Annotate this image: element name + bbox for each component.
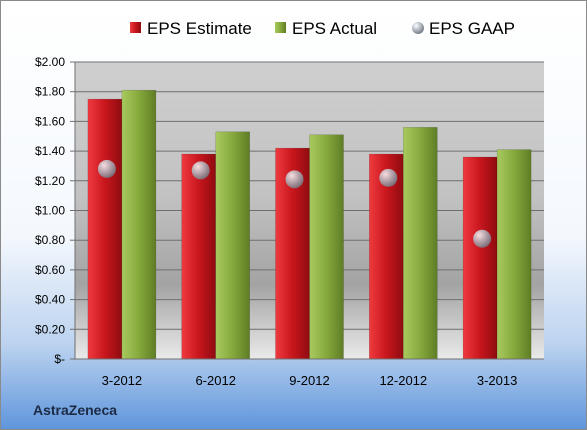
eps-actual-legend-swatch — [275, 22, 286, 33]
eps-actual-bar — [121, 89, 157, 360]
eps-actual-bar — [215, 131, 250, 360]
legend: EPS Estimate EPS Actual EPS GAAP — [130, 19, 515, 38]
x-tick-label: 6-2012 — [195, 373, 235, 388]
y-tick-label: $1.20 — [35, 174, 65, 188]
eps-estimate-bar — [462, 156, 498, 360]
eps-actual-bar — [496, 149, 532, 360]
eps-estimate-bar — [87, 98, 123, 360]
eps-actual-bar — [403, 127, 438, 360]
y-tick-label: $0.60 — [35, 263, 65, 277]
y-tick-label: $0.20 — [35, 322, 65, 336]
y-tick-label: $2.00 — [35, 55, 65, 69]
eps-estimate-legend-label: EPS Estimate — [147, 19, 252, 38]
x-tick-label: 3-2012 — [102, 373, 142, 388]
eps-gaap-point — [379, 168, 398, 187]
x-tick-label: 9-2012 — [289, 373, 329, 388]
eps-gaap-point — [191, 161, 210, 180]
y-tick-label: $0.40 — [35, 293, 65, 307]
y-tick-label: $- — [54, 352, 65, 366]
eps-gaap-point — [97, 159, 116, 178]
eps-actual-legend-label: EPS Actual — [292, 19, 377, 38]
eps-actual-bar — [309, 134, 344, 360]
y-tick-label: $1.60 — [35, 114, 65, 128]
eps-estimate-bar — [181, 153, 216, 360]
eps-gaap-legend-label: EPS GAAP — [429, 19, 515, 38]
eps-gaap-legend-marker — [412, 22, 424, 34]
y-tick-label: $1.40 — [35, 144, 65, 158]
footer-company-name: AstraZeneca — [33, 402, 117, 418]
eps-gaap-point — [285, 170, 304, 189]
x-tick-label: 12-2012 — [379, 373, 427, 388]
x-tick-label: 3-2013 — [477, 373, 517, 388]
y-tick-label: $1.80 — [35, 85, 65, 99]
eps-gaap-point — [473, 229, 492, 248]
y-tick-label: $1.00 — [35, 204, 65, 218]
eps-estimate-legend-swatch — [130, 22, 141, 33]
y-tick-label: $0.80 — [35, 233, 65, 247]
plot-area: $2.00 $1.80 $1.60 $1.40 $1.20 $1.00 $0.80 $0.60… — [35, 55, 544, 388]
